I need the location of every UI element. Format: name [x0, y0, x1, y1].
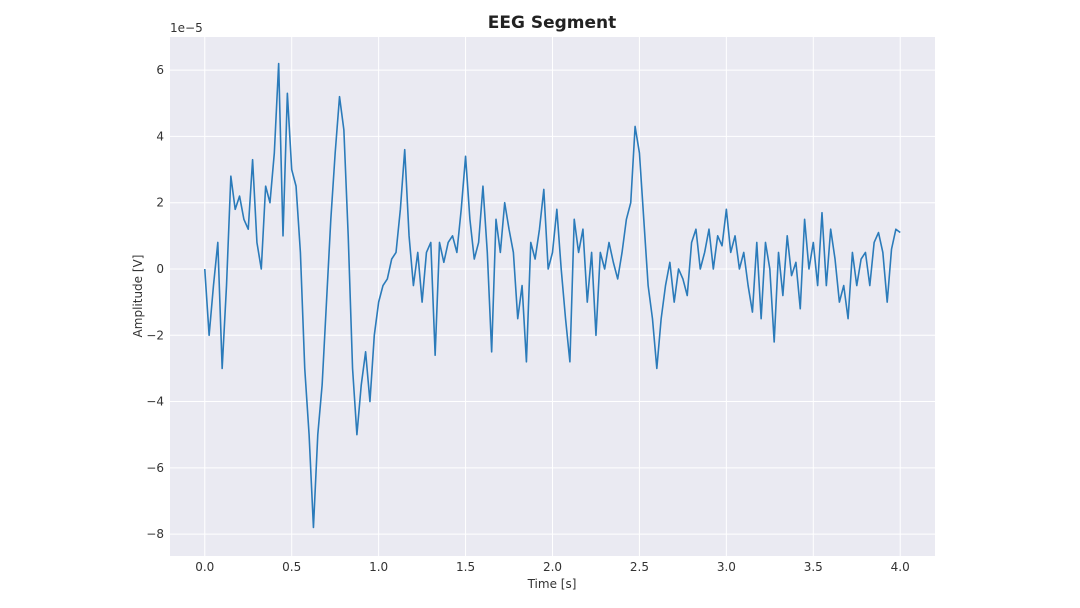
y-tick-label: 0 — [156, 262, 164, 276]
x-axis-label: Time [s] — [527, 577, 577, 591]
x-tick-label: 3.5 — [804, 560, 823, 574]
grid — [170, 37, 935, 556]
y-offset-label: 1e−5 — [170, 21, 203, 35]
chart-title: EEG Segment — [488, 13, 617, 33]
y-tick-label: 2 — [156, 196, 164, 210]
y-axis-label: Amplitude [V] — [131, 255, 145, 338]
y-tick-label: −6 — [146, 461, 164, 475]
x-tick-label: 2.5 — [630, 560, 649, 574]
line-series — [203, 62, 901, 529]
x-tick-label: 0.0 — [195, 560, 214, 574]
x-tick-label: 3.0 — [717, 560, 736, 574]
y-tick-label: −8 — [146, 527, 164, 541]
y-tick-label: −4 — [146, 395, 164, 409]
y-tick-label: 4 — [156, 129, 164, 143]
x-tick-label: 4.0 — [891, 560, 910, 574]
x-tick-label: 2.0 — [543, 560, 562, 574]
x-tick-label: 1.0 — [369, 560, 388, 574]
y-tick-label: −2 — [146, 328, 164, 342]
x-tick-label: 0.5 — [282, 560, 301, 574]
x-tick-label: 1.5 — [456, 560, 475, 574]
y-tick-label: 6 — [156, 63, 164, 77]
marks — [203, 62, 901, 529]
